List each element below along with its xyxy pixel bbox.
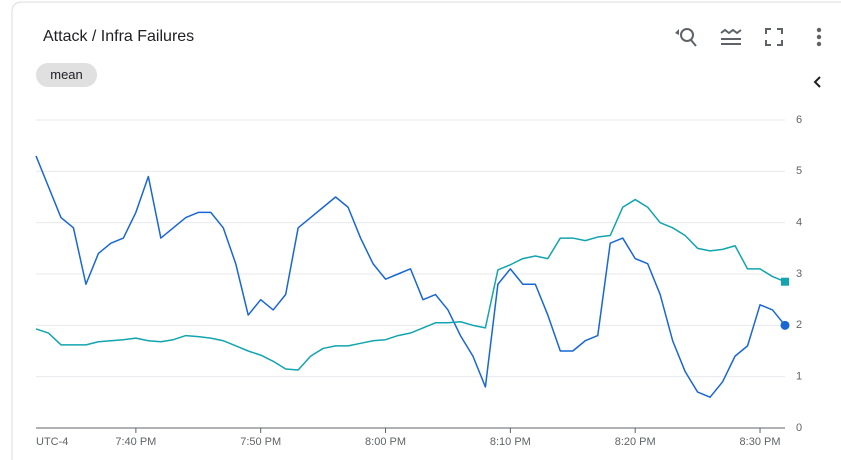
fullscreen-icon[interactable] — [765, 28, 783, 46]
zoom-reset-icon[interactable] — [675, 28, 697, 47]
more-icon[interactable] — [816, 27, 822, 47]
y-tick-label: 6 — [796, 114, 802, 126]
y-tick-label: 3 — [796, 268, 802, 280]
timezone-label: UTC-4 — [36, 436, 68, 448]
x-tick-label: 8:00 PM — [365, 436, 406, 448]
y-tick-label: 5 — [796, 165, 802, 177]
series-line — [35, 155, 786, 398]
x-tick-label: 8:20 PM — [615, 436, 656, 448]
x-tick-label: 8:10 PM — [490, 436, 531, 448]
y-tick-label: 2 — [796, 319, 802, 331]
chart-title: Attack / Infra Failures — [43, 28, 194, 45]
series-line — [35, 198, 786, 371]
end-marker — [780, 320, 790, 330]
y-tick-label: 4 — [796, 217, 802, 229]
chip[interactable] — [36, 63, 97, 87]
x-tick-label: 8:30 PM — [740, 436, 781, 448]
chip-label: mean — [50, 67, 83, 82]
end-marker — [781, 277, 789, 286]
collapse-icon[interactable] — [813, 76, 821, 88]
card-border — [11, 1, 841, 460]
x-tick-label: 7:40 PM — [115, 436, 156, 448]
y-tick-label: 1 — [796, 371, 802, 383]
legend-icon[interactable] — [720, 28, 742, 45]
y-tick-label: 0 — [796, 422, 802, 434]
x-tick-label: 7:50 PM — [240, 436, 281, 448]
